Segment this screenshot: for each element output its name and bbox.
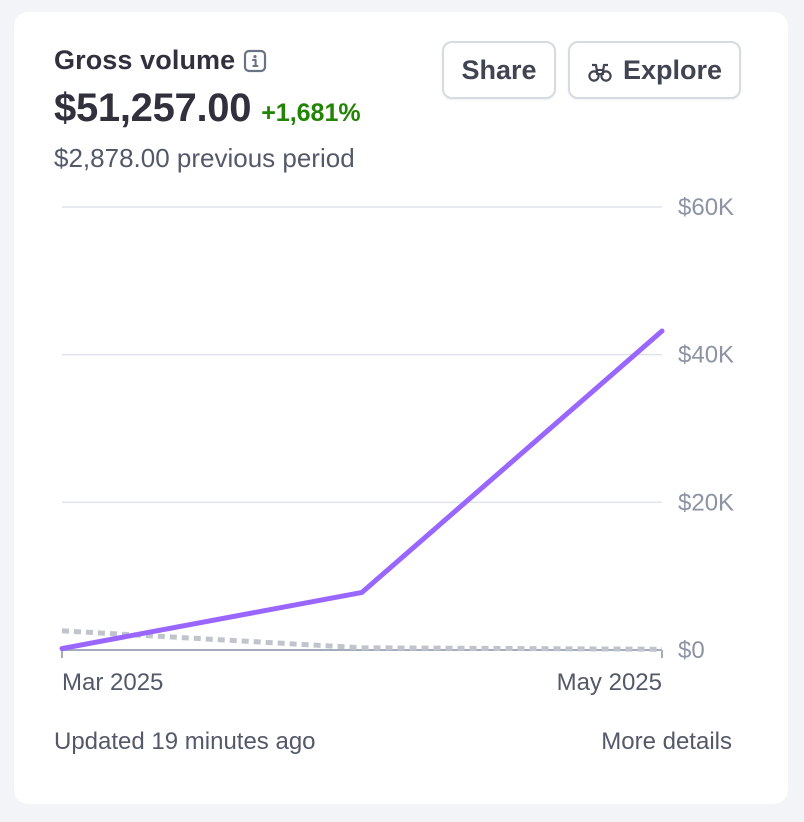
y-tick-label: $60K xyxy=(678,194,734,221)
explore-button[interactable]: Explore xyxy=(568,41,741,99)
current-period-line xyxy=(59,328,665,652)
headline-values: $51,257.00 +1,681% xyxy=(54,86,361,131)
gross-volume-card: Gross volume $51,257.00 +1,681% $2,878.0… xyxy=(14,12,788,804)
updated-timestamp: Updated 19 minutes ago xyxy=(54,728,316,755)
gross-volume-value: $51,257.00 xyxy=(54,86,252,130)
previous-period-value: $2,878.00 previous period xyxy=(54,143,355,173)
x-tick-label: May 2025 xyxy=(557,669,662,696)
binoculars-icon xyxy=(587,59,613,82)
x-tick-label: Mar 2025 xyxy=(62,669,163,696)
percent-change: +1,681% xyxy=(261,99,361,127)
y-tick-label: $20K xyxy=(678,489,734,516)
more-details-link[interactable]: More details xyxy=(601,728,732,755)
share-button[interactable]: Share xyxy=(442,41,556,99)
explore-button-label: Explore xyxy=(622,54,723,85)
card-header: Gross volume xyxy=(54,45,267,76)
y-tick-label: $40K xyxy=(678,342,734,369)
previous-period-line xyxy=(61,628,663,652)
y-tick-label: $0 xyxy=(678,637,705,664)
share-button-label: Share xyxy=(461,54,537,85)
card-title: Gross volume xyxy=(54,45,236,75)
gross-volume-chart: $0 $20K $40K $60K Mar 2025 May 2025 xyxy=(59,194,734,696)
info-icon[interactable] xyxy=(243,49,267,73)
